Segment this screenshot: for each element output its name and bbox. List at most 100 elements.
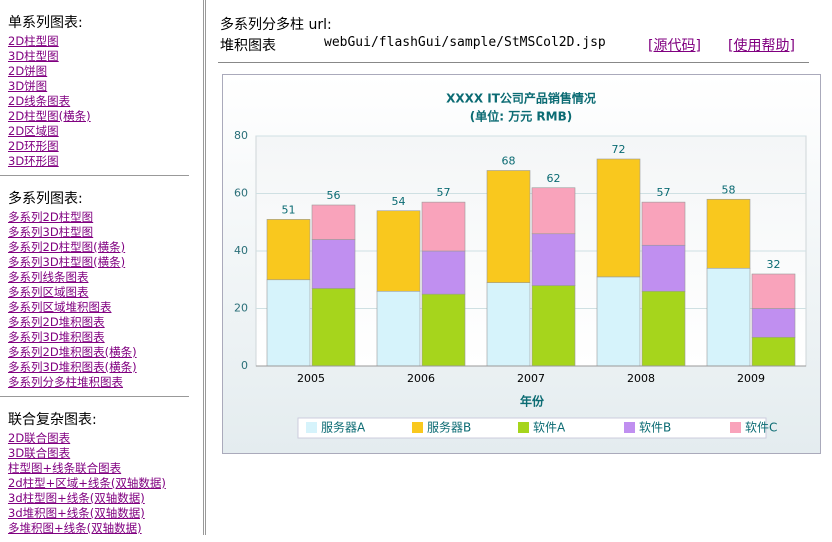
nav-link[interactable]: 多系列线条图表 xyxy=(8,270,89,284)
header-line: 多系列分多柱 url: xyxy=(220,17,332,33)
help-link[interactable]: [使用帮助] xyxy=(728,38,795,54)
legend-label: 服务器B xyxy=(427,420,471,435)
divider xyxy=(218,62,809,63)
bar-segment xyxy=(421,201,466,252)
nav-link[interactable]: 多系列分多柱堆积图表 xyxy=(8,375,123,389)
total-label: 68 xyxy=(502,155,516,168)
nav-link[interactable]: 2D线条图表 xyxy=(8,94,71,108)
nav-link[interactable]: 多系列区域堆积图表 xyxy=(8,300,112,314)
sidebar-section: 多系列图表: 多系列2D柱型图 多系列3D柱型图 多系列2D柱型图(横条) 多系列3D柱… xyxy=(0,176,189,397)
sidebar-section: 单系列图表: 2D柱型图 3D柱型图 2D饼图 3D饼图 2D线条图表 2D柱型图(横条) 2… xyxy=(0,0,189,176)
bar-segment xyxy=(266,279,311,367)
total-label: 57 xyxy=(437,186,451,199)
legend-swatch xyxy=(306,422,317,433)
nav-link[interactable]: 2D区域图 xyxy=(8,124,59,138)
nav-link[interactable]: 3D环形图 xyxy=(8,154,59,168)
bar-segment xyxy=(706,267,751,367)
total-label: 32 xyxy=(767,258,781,271)
sidebar: 单系列图表: 2D柱型图 3D柱型图 2D饼图 3D饼图 2D线条图表 2D柱型图(横条) 2… xyxy=(0,0,206,535)
nav-link[interactable]: 柱型图+线条联合图表 xyxy=(8,461,122,475)
nav-link[interactable]: 3d柱型图+线条(双轴数据) xyxy=(8,491,145,505)
nav-link[interactable]: 2d柱型+区域+线条(双轴数据) xyxy=(8,476,166,490)
legend-label: 软件B xyxy=(639,421,671,435)
total-label: 62 xyxy=(547,172,561,185)
bar-segment xyxy=(641,244,686,292)
x-tick-label: 2008 xyxy=(627,372,655,385)
nav-link[interactable]: 2D环形图 xyxy=(8,139,59,153)
x-tick-label: 2007 xyxy=(517,372,545,385)
nav-link[interactable]: 多堆积图+线条(双轴数据) xyxy=(8,521,142,535)
section-title: 联合复杂图表: xyxy=(8,412,97,428)
bar-segment xyxy=(596,276,641,367)
bar-segment xyxy=(311,239,356,289)
bar-segment xyxy=(311,288,356,367)
total-label: 51 xyxy=(282,203,296,216)
legend-label: 软件A xyxy=(533,421,566,435)
bar-segment xyxy=(311,204,356,240)
bar-segment xyxy=(751,336,796,367)
chart-title: XXXX IT公司产品销售情况 xyxy=(446,91,596,106)
total-label: 57 xyxy=(657,186,671,199)
section-title: 单系列图表: xyxy=(8,15,83,31)
y-tick-label: 40 xyxy=(234,244,248,257)
chart-frame: XXXX IT公司产品销售情况 (单位: 万元 RMB) 年份 0 20 40 60 8… xyxy=(222,74,821,454)
nav-link[interactable]: 多系列区域图表 xyxy=(8,285,89,299)
chart: XXXX IT公司产品销售情况 (单位: 万元 RMB) 年份 0 20 40 60 8… xyxy=(223,75,820,453)
nav-link[interactable]: 多系列2D堆积图表(横条) xyxy=(8,345,137,359)
bar-segment xyxy=(531,285,576,367)
section-title: 多系列图表: xyxy=(8,191,83,207)
total-label: 56 xyxy=(327,189,341,202)
url: webGui/flashGui/sample/StMSCol2D.jsp xyxy=(324,35,606,50)
sidebar-section: 联合复杂图表: 2D联合图表 3D联合图表 柱型图+线条联合图表 2d柱型+区域+线条(… xyxy=(0,397,189,542)
bar-segment xyxy=(486,282,531,367)
nav-link[interactable]: 多系列2D柱型图(横条) xyxy=(8,240,126,254)
legend-swatch xyxy=(624,422,635,433)
total-label: 54 xyxy=(392,195,406,208)
legend-label: 服务器A xyxy=(321,420,366,435)
bar-segment xyxy=(751,308,796,338)
header-row: 堆积图表 webGui/flashGui/sample/StMSCol2D.js… xyxy=(220,35,810,55)
bar-segment xyxy=(531,187,576,235)
nav-link[interactable]: 3D柱型图 xyxy=(8,49,59,63)
nav-link[interactable]: 多系列3D堆积图表 xyxy=(8,330,105,344)
bar-segment xyxy=(376,210,421,292)
nav-link[interactable]: 2D饼图 xyxy=(8,64,48,78)
total-label: 72 xyxy=(612,143,626,156)
chart-subtitle: (单位: 万元 RMB) xyxy=(470,109,572,124)
legend-swatch xyxy=(730,422,741,433)
nav-link[interactable]: 3D饼图 xyxy=(8,79,48,93)
bar-segment xyxy=(266,219,311,281)
nav-link[interactable]: 多系列2D柱型图 xyxy=(8,210,94,224)
nav-link[interactable]: 2D柱型图 xyxy=(8,34,59,48)
legend-swatch xyxy=(518,422,529,433)
x-tick-label: 2005 xyxy=(297,372,325,385)
bar-segment xyxy=(421,250,466,295)
nav-link[interactable]: 多系列3D堆积图表(横条) xyxy=(8,360,137,374)
nav-link[interactable]: 3d堆积图+线条(双轴数据) xyxy=(8,506,145,520)
x-axis-title: 年份 xyxy=(520,394,545,409)
bar-segment xyxy=(751,273,796,309)
nav-link[interactable]: 3D联合图表 xyxy=(8,446,71,460)
bar-segment xyxy=(486,170,531,283)
legend-box xyxy=(297,417,767,439)
legend-swatch xyxy=(412,422,423,433)
legend-label: 软件C xyxy=(745,421,777,435)
nav-link[interactable]: 多系列3D柱型图 xyxy=(8,225,94,239)
nav-link[interactable]: 多系列3D柱型图(横条) xyxy=(8,255,126,269)
bar-segment xyxy=(596,158,641,278)
y-tick-label: 60 xyxy=(234,187,248,200)
source-link[interactable]: [源代码] xyxy=(648,38,701,54)
bar-segment xyxy=(376,290,421,367)
y-tick-label: 0 xyxy=(241,359,248,372)
nav-link[interactable]: 2D柱型图(横条) xyxy=(8,109,91,123)
x-tick-label: 2006 xyxy=(407,372,435,385)
nav-link[interactable]: 2D联合图表 xyxy=(8,431,71,445)
y-tick-label: 20 xyxy=(234,302,248,315)
y-tick-label: 80 xyxy=(234,129,248,142)
bar-segment xyxy=(421,293,466,367)
bar-segment xyxy=(531,233,576,286)
bar-segment xyxy=(641,201,686,246)
nav-link[interactable]: 多系列2D堆积图表 xyxy=(8,315,105,329)
total-label: 58 xyxy=(722,183,736,196)
